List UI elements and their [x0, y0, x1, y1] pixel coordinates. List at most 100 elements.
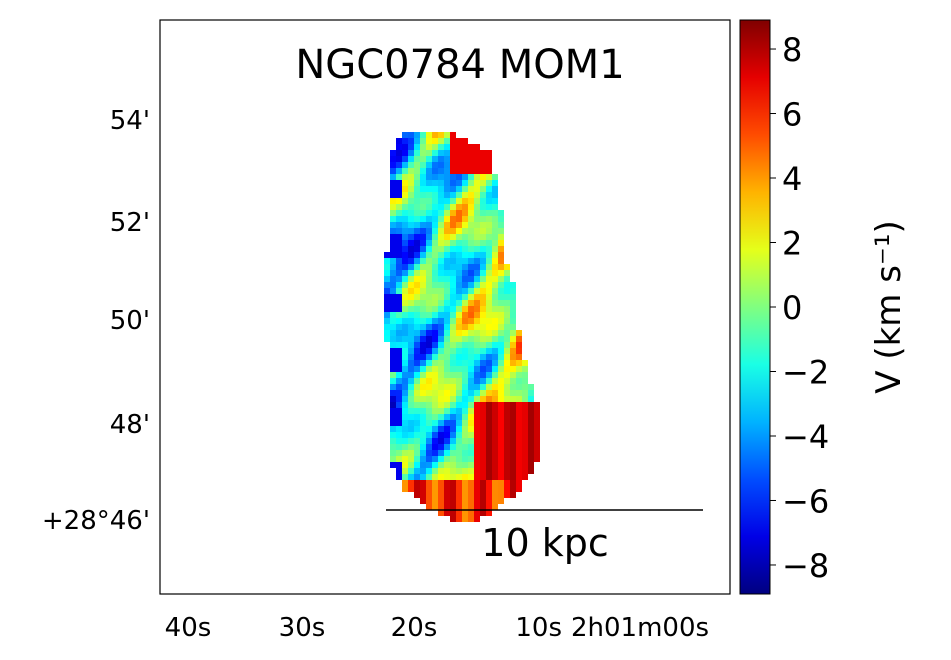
velocity-pixel [396, 336, 402, 342]
velocity-pixel [456, 402, 462, 408]
velocity-pixel [438, 150, 444, 156]
velocity-pixel [444, 348, 450, 354]
velocity-pixel [420, 312, 426, 318]
velocity-pixel [414, 450, 420, 456]
velocity-pixel [468, 372, 474, 378]
velocity-pixel [420, 216, 426, 222]
velocity-pixel [408, 372, 414, 378]
velocity-pixel [480, 276, 486, 282]
velocity-pixel [414, 264, 420, 270]
velocity-pixel [444, 330, 450, 336]
velocity-pixel [396, 324, 402, 330]
velocity-pixel [498, 216, 504, 222]
velocity-pixel [438, 168, 444, 174]
velocity-pixel [444, 498, 450, 504]
velocity-pixel [450, 270, 456, 276]
velocity-pixel [450, 402, 456, 408]
velocity-pixel [450, 438, 456, 444]
velocity-pixel [444, 426, 450, 432]
velocity-pixel [390, 180, 396, 186]
velocity-pixel [468, 162, 474, 168]
colorbar-tick-label: 2 [782, 225, 802, 263]
velocity-pixel [396, 162, 402, 168]
velocity-pixel [456, 366, 462, 372]
velocity-pixel [432, 432, 438, 438]
velocity-pixel [408, 432, 414, 438]
velocity-pixel [390, 264, 396, 270]
velocity-pixel [462, 480, 468, 486]
velocity-pixel [474, 192, 480, 198]
velocity-pixel [402, 162, 408, 168]
velocity-pixel [432, 258, 438, 264]
velocity-pixel [384, 258, 390, 264]
velocity-pixel [492, 498, 498, 504]
velocity-pixel [480, 492, 486, 498]
velocity-pixel [528, 450, 534, 456]
velocity-pixel [402, 396, 408, 402]
velocity-pixel [420, 390, 426, 396]
velocity-pixel [432, 222, 438, 228]
velocity-pixel [468, 336, 474, 342]
velocity-pixel [498, 402, 504, 408]
velocity-pixel [510, 300, 516, 306]
velocity-pixel [438, 174, 444, 180]
velocity-pixel [426, 468, 432, 474]
velocity-pixel [498, 378, 504, 384]
velocity-pixel [462, 318, 468, 324]
velocity-pixel [462, 252, 468, 258]
velocity-pixel [462, 216, 468, 222]
velocity-pixel [462, 294, 468, 300]
velocity-pixel [462, 396, 468, 402]
velocity-pixel [432, 204, 438, 210]
velocity-pixel [426, 186, 432, 192]
velocity-pixel [522, 390, 528, 396]
velocity-pixel [450, 480, 456, 486]
velocity-pixel [414, 342, 420, 348]
velocity-pixel [468, 144, 474, 150]
velocity-pixel [390, 408, 396, 414]
velocity-pixel [456, 270, 462, 276]
velocity-pixel [480, 408, 486, 414]
velocity-pixel [510, 366, 516, 372]
velocity-pixel [480, 384, 486, 390]
velocity-pixel [390, 288, 396, 294]
velocity-pixel [420, 492, 426, 498]
velocity-pixel [534, 402, 540, 408]
velocity-pixel [408, 414, 414, 420]
velocity-pixel [444, 168, 450, 174]
velocity-pixel [408, 270, 414, 276]
velocity-pixel [486, 414, 492, 420]
velocity-pixel [438, 312, 444, 318]
velocity-pixel [450, 174, 456, 180]
velocity-pixel [432, 450, 438, 456]
velocity-pixel [480, 162, 486, 168]
velocity-pixel [486, 450, 492, 456]
velocity-pixel [396, 138, 402, 144]
velocity-pixel [474, 270, 480, 276]
velocity-pixel [462, 408, 468, 414]
velocity-pixel [420, 366, 426, 372]
velocity-pixel [486, 180, 492, 186]
velocity-pixel [468, 504, 474, 510]
velocity-pixel [456, 318, 462, 324]
velocity-pixel [498, 474, 504, 480]
velocity-pixel [396, 468, 402, 474]
velocity-pixel [492, 474, 498, 480]
velocity-pixel [486, 360, 492, 366]
velocity-pixel [450, 354, 456, 360]
velocity-pixel [456, 378, 462, 384]
velocity-pixel [468, 354, 474, 360]
velocity-pixel [504, 348, 510, 354]
velocity-pixel [486, 426, 492, 432]
velocity-pixel [438, 234, 444, 240]
velocity-pixel [444, 132, 450, 138]
velocity-pixel [396, 384, 402, 390]
velocity-pixel [426, 258, 432, 264]
velocity-pixel [408, 300, 414, 306]
velocity-pixel [408, 252, 414, 258]
velocity-pixel [438, 240, 444, 246]
velocity-pixel [420, 252, 426, 258]
velocity-pixel [426, 312, 432, 318]
velocity-pixel [462, 204, 468, 210]
velocity-pixel [474, 252, 480, 258]
